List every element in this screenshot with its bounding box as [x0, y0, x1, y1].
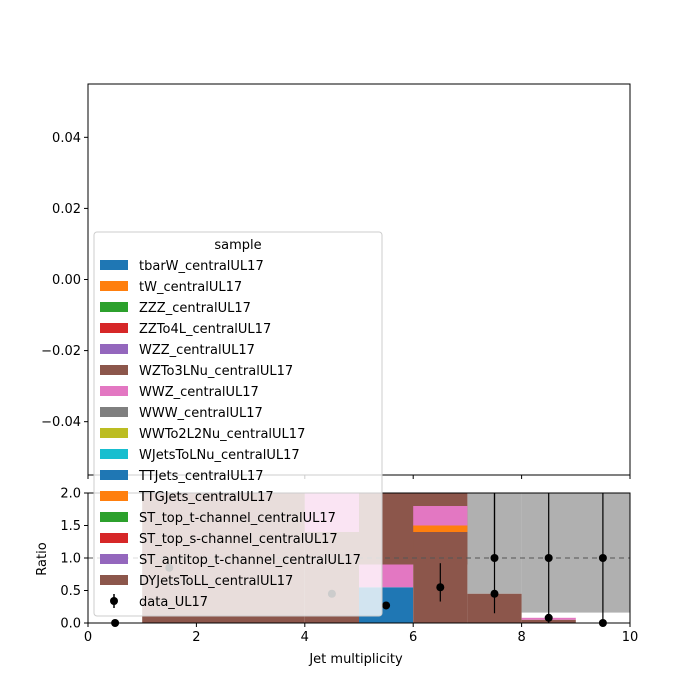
data-points: [111, 493, 607, 627]
ratio-x-tick-label: 8: [517, 630, 525, 645]
ratio-y-tick-label: 2.0: [60, 487, 81, 502]
data-point: [544, 554, 553, 562]
legend-swatch: [100, 323, 128, 333]
legend-entry-label: ST_top_s-channel_centralUL17: [139, 532, 338, 547]
legend-entry-label: ST_antitop_t-channel_centralUL17: [139, 553, 361, 568]
legend-entry-label: WWZ_centralUL17: [139, 385, 259, 400]
legend-entry-label: ZZTo4L_centralUL17: [139, 322, 271, 337]
ratio-y-tick-label: 1.0: [60, 552, 81, 567]
upper-y-tick-label: −0.04: [41, 415, 81, 430]
legend-swatch: [100, 386, 128, 396]
uncertainty-band: [521, 493, 630, 613]
upper-y-ticks: 0.04 0.02 0.00 −0.02 −0.04: [41, 131, 88, 430]
uncertainty-bands: [467, 493, 630, 613]
ratio-y-tick-label: 0.0: [60, 617, 81, 632]
ratio-y-tick-label: 0.5: [60, 584, 81, 599]
legend-swatch: [100, 575, 128, 585]
ratio-bar: [413, 506, 468, 526]
legend-swatch: [100, 302, 128, 312]
legend-entry-label: WZZ_centralUL17: [139, 343, 255, 358]
y-axis-label: Ratio: [35, 542, 50, 575]
ratio-x-tick-label: 10: [622, 630, 639, 645]
legend-entry-label: WZTo3LNu_centralUL17: [139, 364, 293, 379]
legend-swatch: [100, 470, 128, 480]
data-point: [436, 583, 445, 592]
legend-swatch: [100, 449, 128, 459]
legend-swatch: [100, 533, 128, 543]
legend-swatch: [100, 512, 128, 522]
legend-swatch: [100, 407, 128, 417]
data-point: [490, 554, 499, 562]
legend-entry-label: TTGJets_centralUL17: [138, 490, 274, 505]
ratio-x-tick-label: 0: [84, 630, 92, 645]
ratio-x-tick-label: 4: [301, 630, 309, 645]
legend-box: [93, 231, 383, 617]
legend: sample tbarW_centralUL17 tW_centralUL17 ZZ…: [93, 231, 383, 617]
legend-entry-label: WWW_centralUL17: [139, 406, 263, 421]
legend-entry-label: DYJetsToLL_centralUL17: [139, 574, 293, 589]
legend-swatch: [100, 554, 128, 564]
legend-entry-label: ST_top_t-channel_centralUL17: [139, 511, 336, 526]
ratio-y-tick-label: 1.5: [60, 519, 81, 534]
legend-entry-label: WJetsToLNu_centralUL17: [139, 448, 300, 463]
legend-entry-label: ZZZ_centralUL17: [139, 301, 251, 316]
legend-marker-handle: [110, 597, 118, 605]
legend-entry-label: WWTo2L2Nu_centralUL17: [139, 427, 305, 442]
ratio-y-ticks: 0.0 0.5 1.0 1.5 2.0: [60, 487, 88, 632]
legend-swatch: [100, 260, 128, 270]
data-point: [544, 613, 553, 622]
legend-swatch: [100, 281, 128, 291]
legend-entry-label: tW_centralUL17: [139, 280, 242, 295]
data-point: [598, 554, 607, 562]
legend-swatch: [100, 344, 128, 354]
legend-entry-label: tbarW_centralUL17: [139, 259, 264, 274]
legend-entry-label: data_UL17: [139, 595, 208, 610]
upper-y-tick-label: 0.02: [52, 202, 81, 217]
x-axis-label: Jet multiplicity: [308, 652, 403, 667]
legend-entries: tbarW_centralUL17 tW_centralUL17 ZZZ_centr…: [100, 259, 361, 610]
upper-y-tick-label: 0.04: [52, 131, 81, 146]
ratio-x-tick-label: 2: [192, 630, 200, 645]
legend-swatch: [100, 365, 128, 375]
data-point: [382, 601, 391, 610]
legend-entry-label: TTJets_centralUL17: [138, 469, 264, 484]
legend-swatch: [100, 491, 128, 501]
legend-swatch: [100, 428, 128, 438]
upper-y-tick-label: −0.02: [41, 344, 81, 359]
data-point: [490, 589, 499, 598]
ratio-x-tick-label: 6: [409, 630, 417, 645]
ratio-bar: [413, 525, 468, 532]
ratio-x-ticks: 0 2 4 6 8 10: [84, 623, 638, 645]
legend-title: sample: [214, 238, 261, 253]
upper-y-tick-label: 0.00: [52, 273, 81, 288]
